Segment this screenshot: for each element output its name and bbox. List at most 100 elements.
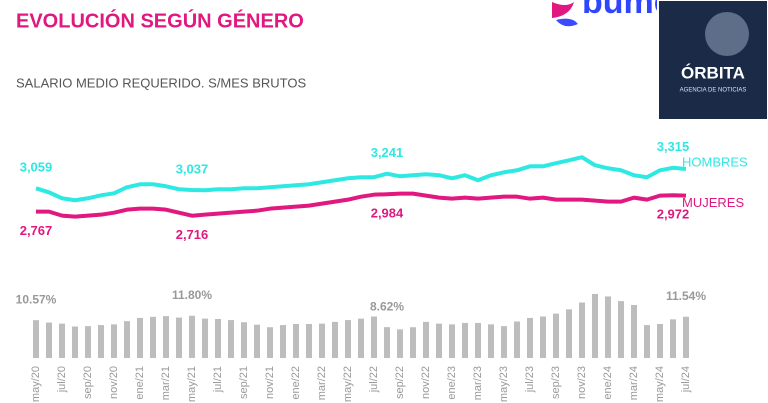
x-tick-label: jul/20: [56, 366, 68, 393]
bar: [462, 322, 468, 358]
x-tick-label: mar/22: [316, 366, 328, 400]
data-label: 11.80%: [172, 288, 212, 302]
badge-tagline: AGENCIA DE NOTICIAS: [680, 88, 747, 94]
bar: [72, 326, 78, 358]
bar: [371, 316, 377, 358]
bar: [436, 323, 442, 358]
x-tick-label: ene/23: [446, 366, 458, 400]
bar: [267, 327, 273, 358]
bar: [579, 302, 585, 358]
bar: [98, 325, 104, 358]
logo-mark: [556, 18, 578, 27]
bar: [410, 327, 416, 358]
data-label: 3,241: [371, 145, 404, 160]
logo-mark: [552, 2, 574, 18]
legend-label: MUJERES: [682, 195, 744, 210]
chart-title: EVOLUCIÓN SEGÚN GÉNERO: [16, 8, 304, 32]
line: [36, 191, 687, 219]
bar: [553, 313, 559, 358]
bar: [384, 327, 390, 358]
x-tick-label: sep/21: [238, 366, 250, 399]
line: [35, 155, 687, 203]
bar: [228, 320, 234, 358]
bar: [241, 322, 247, 358]
data-label: 11.54%: [666, 289, 706, 303]
x-tick-label: jul/23: [524, 366, 536, 393]
x-tick-label: nov/21: [264, 366, 276, 399]
badge-name: ÓRBITA: [681, 63, 745, 82]
x-tick-label: may/22: [342, 366, 354, 402]
legend-label: HOMBRES: [682, 154, 748, 169]
badge: ÓRBITA AGENCIA DE NOTICIAS: [657, 0, 768, 121]
bar: [605, 296, 611, 358]
bar: [358, 318, 364, 358]
bar: [176, 317, 182, 358]
bar: [488, 324, 494, 358]
bar: [59, 323, 65, 358]
x-tick-label: ene/24: [602, 366, 614, 400]
x-tick-label: may/21: [186, 366, 198, 402]
x-tick-label: ene/21: [134, 366, 146, 400]
x-tick-label: jul/24: [680, 366, 692, 393]
chart-subtitle: SALARIO MEDIO REQUERIDO. S/MES BRUTOS: [16, 75, 306, 90]
bar: [46, 322, 52, 358]
x-tick-label: jul/21: [212, 366, 224, 393]
bar: [449, 324, 455, 358]
x-tick-label: may/20: [30, 366, 42, 402]
bar: [644, 325, 650, 358]
bar: [215, 318, 221, 358]
bar: [202, 318, 208, 358]
bar: [592, 293, 598, 358]
x-tick-label: mar/21: [160, 366, 172, 400]
bar: [345, 320, 351, 358]
data-label: 2,716: [176, 227, 209, 242]
bar: [631, 305, 637, 358]
bar: [683, 316, 689, 358]
x-tick-label: sep/20: [82, 366, 94, 399]
bar: [33, 320, 39, 358]
x-tick-label: ene/22: [290, 366, 302, 400]
bar: [150, 316, 156, 358]
bar: [618, 301, 624, 358]
data-label: 8.62%: [370, 299, 404, 313]
data-label: 3,315: [657, 139, 690, 154]
x-tick-label: mar/24: [628, 366, 640, 400]
bar: [540, 316, 546, 358]
data-label: 3,037: [176, 161, 209, 176]
bar: [254, 324, 260, 358]
bar: [657, 324, 663, 358]
bar: [319, 323, 325, 358]
bar: [163, 316, 169, 358]
data-label: 2,767: [20, 223, 53, 238]
bar: [280, 325, 286, 358]
bar: [566, 309, 572, 358]
data-label: 3,059: [20, 160, 53, 175]
data-label: 10.57%: [16, 292, 57, 306]
x-tick-label: nov/22: [420, 366, 432, 399]
bar: [670, 319, 676, 358]
bar: [137, 317, 143, 358]
x-tick-label: nov/23: [576, 366, 588, 399]
bar: [189, 315, 195, 358]
data-label: 2,972: [657, 207, 690, 222]
bar: [397, 329, 403, 358]
badge-globe: [705, 12, 749, 56]
data-label: 2,984: [371, 206, 404, 221]
bar: [293, 324, 299, 358]
x-tick-label: sep/22: [394, 366, 406, 399]
bar: [124, 321, 130, 358]
x-tick-label: sep/23: [550, 366, 562, 399]
x-tick-label: mar/23: [472, 366, 484, 400]
bar: [111, 324, 117, 358]
x-tick-label: may/24: [654, 366, 666, 402]
bar: [306, 324, 312, 358]
bar: [332, 321, 338, 358]
bar: [514, 321, 520, 358]
bar: [85, 326, 91, 358]
x-tick-label: may/23: [498, 366, 510, 402]
bar: [501, 326, 507, 358]
bar: [527, 317, 533, 358]
x-tick-label: jul/22: [368, 366, 380, 393]
